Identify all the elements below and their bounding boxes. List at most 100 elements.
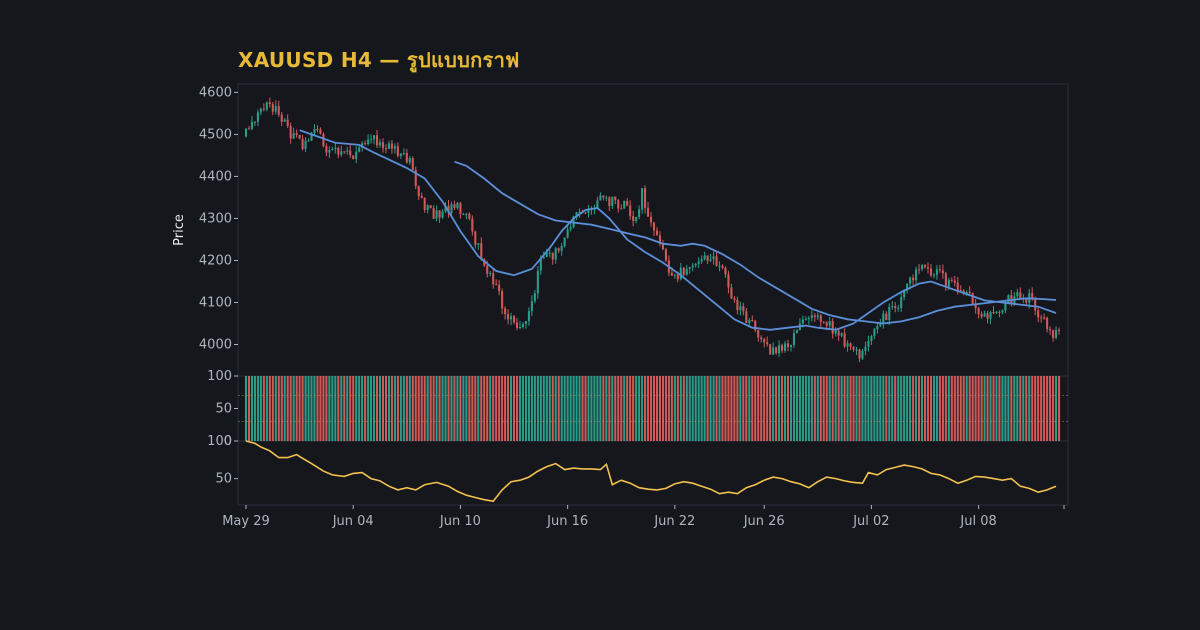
direction-bar xyxy=(703,376,706,441)
direction-bar xyxy=(554,376,557,441)
direction-bar xyxy=(429,376,432,441)
candle-body xyxy=(1049,329,1052,331)
direction-bar xyxy=(1049,376,1052,441)
candle-body xyxy=(1034,299,1037,311)
direction-bar xyxy=(932,376,935,441)
candle-body xyxy=(444,205,447,212)
direction-bar xyxy=(477,376,480,441)
direction-bar xyxy=(754,376,757,441)
direction-bar xyxy=(751,376,754,441)
candle-body xyxy=(906,283,909,291)
x-tick-label: Jun 16 xyxy=(546,514,588,529)
direction-bar xyxy=(539,376,542,441)
direction-bar xyxy=(855,376,858,441)
candle-body xyxy=(411,158,414,170)
candle-body xyxy=(685,268,688,275)
direction-bar xyxy=(926,376,930,441)
candle-body xyxy=(813,315,816,318)
direction-bar xyxy=(358,376,361,441)
direction-bar xyxy=(557,376,560,441)
direction-bar xyxy=(253,376,256,441)
direction-bar xyxy=(888,376,891,441)
candle-body xyxy=(349,150,352,156)
direction-bar xyxy=(873,376,876,441)
candle-body xyxy=(373,135,376,140)
direction-bar xyxy=(715,376,718,441)
direction-bar xyxy=(447,376,450,441)
direction-bar xyxy=(920,376,924,441)
candle-body xyxy=(754,320,757,331)
candle-body xyxy=(923,265,927,268)
direction-bar xyxy=(510,376,513,441)
direction-bar xyxy=(611,376,614,441)
direction-bar xyxy=(292,376,295,441)
candle-body xyxy=(471,218,474,232)
direction-bar xyxy=(944,376,947,441)
candle-body xyxy=(870,336,873,341)
direction-bar xyxy=(730,376,733,441)
direction-bar xyxy=(661,376,664,441)
candle-body xyxy=(989,312,992,319)
direction-bar xyxy=(667,376,670,441)
direction-bar xyxy=(286,376,289,441)
candle-body xyxy=(298,134,301,139)
direction-bar xyxy=(843,376,846,441)
candle-body xyxy=(1004,303,1007,311)
direction-bar xyxy=(781,376,784,441)
candle-body xyxy=(926,267,930,269)
candle-body xyxy=(602,195,605,198)
candle-body xyxy=(480,243,483,260)
candle-body xyxy=(566,229,569,238)
candle-body xyxy=(530,301,533,312)
candle-body xyxy=(736,299,739,311)
candle-body xyxy=(956,282,959,291)
candle-body xyxy=(852,346,855,350)
candle-body xyxy=(632,216,635,221)
candle-body xyxy=(819,315,822,322)
candle-body xyxy=(259,108,262,113)
direction-bar xyxy=(938,376,941,441)
direction-bar xyxy=(652,376,656,441)
candle-body xyxy=(405,152,408,163)
candle-body xyxy=(524,321,527,325)
direction-bar xyxy=(441,376,444,441)
candle-body xyxy=(536,270,539,294)
candle-body xyxy=(652,222,656,231)
direction-bar xyxy=(795,376,798,441)
direction-bar xyxy=(801,376,804,441)
direction-bar xyxy=(325,376,328,441)
candle-body xyxy=(399,153,402,156)
direction-bar xyxy=(438,376,441,441)
candle-body xyxy=(822,321,825,323)
candle-body xyxy=(825,322,828,326)
direction-tick-label: 100 xyxy=(207,369,232,384)
candle-body xyxy=(387,143,390,149)
price-tick-label: 4500 xyxy=(199,127,232,142)
candle-body xyxy=(932,274,935,276)
direction-bar xyxy=(456,376,459,441)
candle-body xyxy=(250,121,253,129)
direction-bar xyxy=(658,376,661,441)
candle-body xyxy=(831,321,834,334)
candle-body xyxy=(903,290,906,298)
price-tick-label: 4200 xyxy=(199,253,232,268)
direction-bar xyxy=(649,376,653,441)
direction-bar xyxy=(816,376,819,441)
direction-bar xyxy=(364,376,367,441)
direction-bar xyxy=(828,376,831,441)
candle-body xyxy=(783,343,787,351)
candle-body xyxy=(560,246,563,251)
direction-bar xyxy=(480,376,483,441)
direction-bar xyxy=(724,376,727,441)
direction-bar xyxy=(533,376,536,441)
direction-bar xyxy=(1001,376,1004,441)
direction-bar xyxy=(974,376,977,441)
direction-bar xyxy=(709,376,712,441)
x-tick-label: Jun 26 xyxy=(743,514,785,529)
direction-bar xyxy=(307,376,310,441)
direction-bar xyxy=(700,376,703,441)
candle-body xyxy=(244,128,248,137)
candle-body xyxy=(974,303,977,309)
candle-body xyxy=(313,129,316,133)
candle-body xyxy=(810,315,813,319)
